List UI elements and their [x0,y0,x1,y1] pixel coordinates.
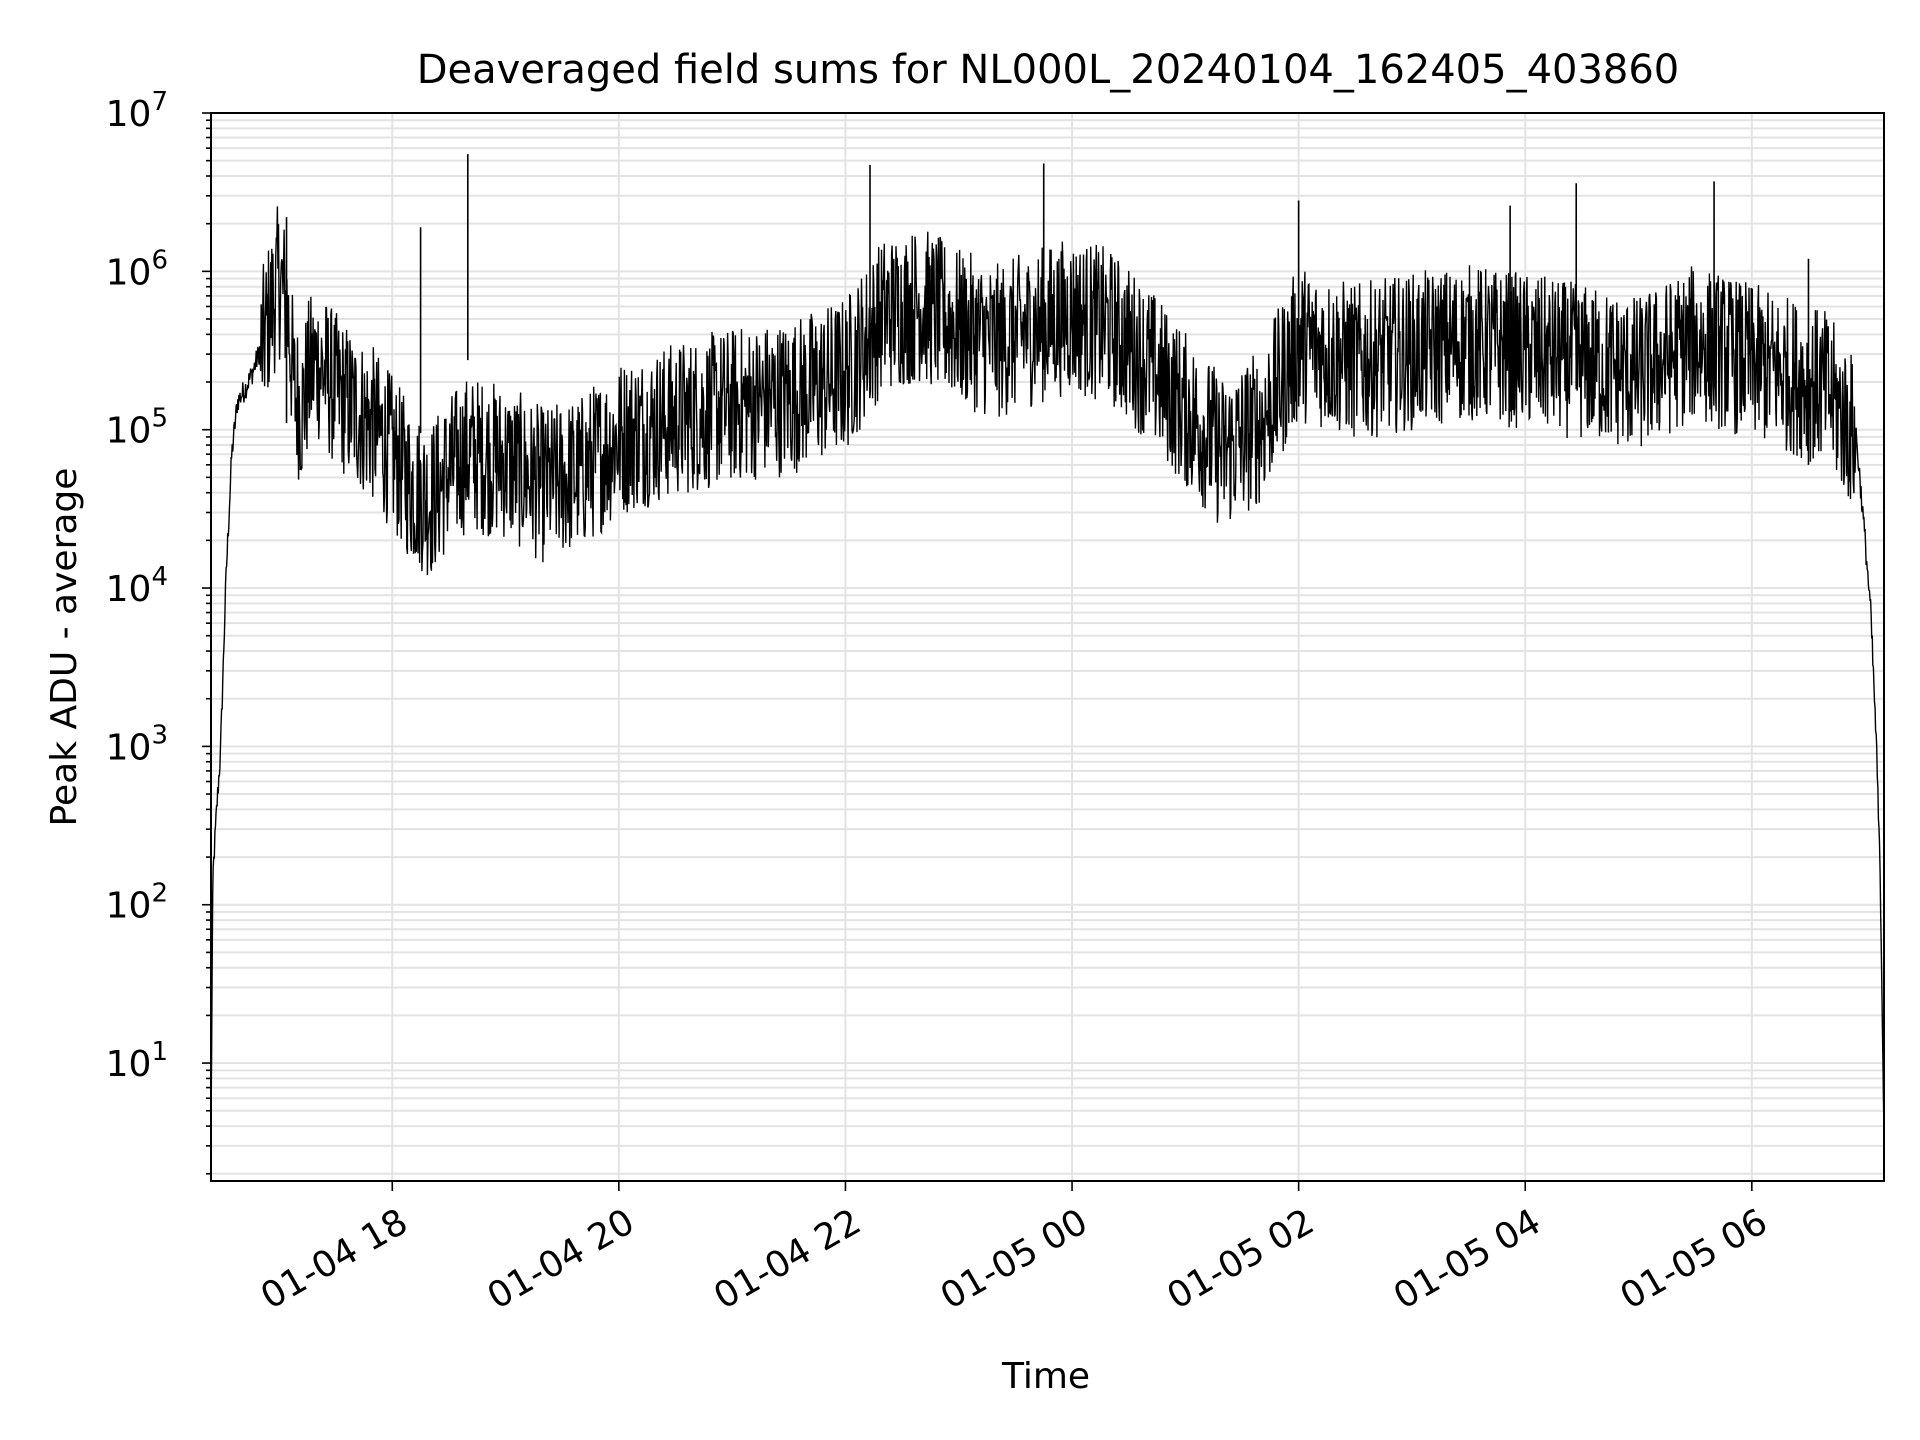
y-tick-exponent: 1 [151,1037,168,1067]
y-tick-label: 103 [106,720,168,768]
chart-title: Deaveraged field sums for NL000L_2024010… [417,47,1680,93]
y-tick-label: 102 [106,879,168,927]
y-tick-base: 10 [106,727,152,768]
y-tick-label: 105 [106,404,168,452]
y-tick-label: 107 [106,87,168,135]
y-tick-base: 10 [106,94,152,135]
y-tick-label: 101 [106,1037,168,1085]
y-tick-label: 106 [106,245,168,293]
plot-frame [210,112,1885,1182]
y-tick-exponent: 5 [151,404,168,434]
y-tick-base: 10 [106,1044,152,1085]
y-tick-label: 104 [106,562,168,610]
y-tick-exponent: 6 [151,245,168,275]
series-layer [210,154,1885,1134]
y-tick-exponent: 3 [151,720,168,750]
y-tick-base: 10 [106,886,152,927]
y-tick-base: 10 [106,569,152,610]
y-tick-exponent: 4 [151,562,168,592]
y-axis-label: Peak ADU - average [44,468,85,827]
grid-layer [211,112,1884,1181]
y-tick-base: 10 [106,252,152,293]
y-tick-exponent: 2 [151,879,168,909]
series-line [210,206,1885,1134]
x-axis-label: Time [1001,1356,1090,1397]
y-tick-exponent: 7 [151,87,168,117]
y-tick-base: 10 [106,411,152,452]
